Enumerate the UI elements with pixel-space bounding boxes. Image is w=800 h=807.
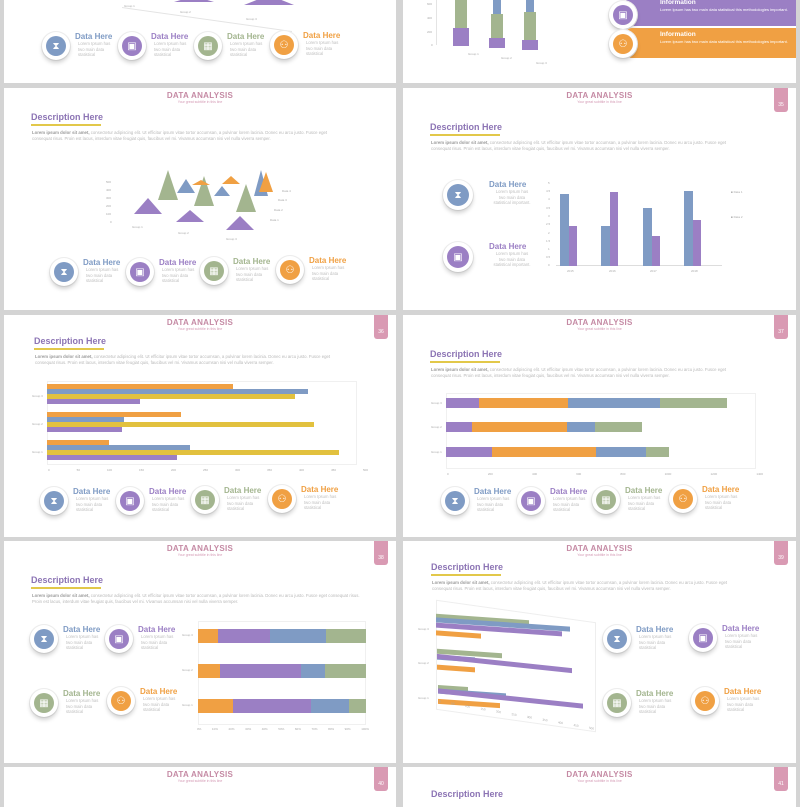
data-card-3: ▦ Data Here Lorem Ipsum has two main data … xyxy=(592,486,668,514)
org-chart-icon: ⚇ xyxy=(695,691,715,711)
data-card-4: ⚇ Data Here Lorem Ipsum has two main data … xyxy=(691,687,767,715)
clipboard-icon: ▣ xyxy=(109,629,129,649)
calendar-icon: ▦ xyxy=(195,490,215,510)
data-card-3: ▦ Data Here Lorem Ipsum has two main data … xyxy=(603,689,679,717)
page-number: 37 xyxy=(774,315,788,339)
hourglass-icon: ⧗ xyxy=(46,36,66,56)
data-card-4: ⚇ Data Here Lorem Ipsum has two main data … xyxy=(669,485,745,513)
page-number: 41 xyxy=(774,767,788,791)
page-number: 38 xyxy=(374,541,388,565)
org-chart-icon: ⚇ xyxy=(274,35,294,55)
clipboard-icon: ▣ xyxy=(130,262,150,282)
page-number: 39 xyxy=(774,541,788,565)
description-body: Lorem ipsum dolor sit amet, consectetur … xyxy=(432,580,728,591)
data-card-2: ▣ Data Here Lorem Ipsum has two main data … xyxy=(116,487,192,515)
hourglass-icon: ⧗ xyxy=(445,491,465,511)
org-chart-icon: ⚇ xyxy=(111,691,131,711)
data-card-1: ⧗ Data Here Lorem Ipsum has two main data … xyxy=(603,625,679,653)
data-card-2: ▣ Data Here Lorem Ipsum has two main data … xyxy=(118,32,194,60)
description-body: Lorem ipsum dolor sit amet, consectetur … xyxy=(32,130,328,141)
hourglass-icon: ⧗ xyxy=(34,629,54,649)
data-card-4: ⚇ Data Here Lorem Ipsum has two main data … xyxy=(270,31,346,59)
data-card-4: ⚇ Data Here Lorem Ipsum has two main data … xyxy=(268,485,344,513)
data-card-2: ▣ Data Here Lorem Ipsum has two main data … xyxy=(689,624,765,652)
slide-38[interactable]: DATA ANALYSIS Your great subtitle in thi… xyxy=(4,541,396,763)
clipboard-icon: ▣ xyxy=(447,246,469,268)
description-title: Description Here xyxy=(430,122,503,132)
data-card-1: ⧗ Data Here Lorem Ipsum has two main data … xyxy=(50,258,126,286)
legend-data-1: ■ Data 1 xyxy=(731,190,743,194)
org-chart-icon: ⚇ xyxy=(280,260,300,280)
slide-40[interactable]: DATA ANALYSIS Your great subtitle in thi… xyxy=(4,767,396,807)
info-banner-2: Information Lorem Ipsum has two main data… xyxy=(626,28,796,58)
calendar-icon: ▦ xyxy=(198,36,218,56)
data-card-2: ▣ Data Here Lorem Ipsum has two main data … xyxy=(105,625,181,653)
description-body: Lorem ipsum dolor sit amet, consectetur … xyxy=(431,367,727,378)
clipboard-icon: ▣ xyxy=(613,5,633,25)
data-card-4: ⚇ Data Here Lorem Ipsum has two main data … xyxy=(107,687,183,715)
data-card-1: ⧗ Data Here Lorem Ipsum has two main data … xyxy=(40,487,116,515)
calendar-icon: ▦ xyxy=(204,261,224,281)
clipboard-icon: ▣ xyxy=(120,491,140,511)
info-icon-2: ⚇ xyxy=(609,30,637,58)
hourglass-icon: ⧗ xyxy=(54,262,74,282)
slide-41[interactable]: DATA ANALYSIS Your great subtitle in thi… xyxy=(403,767,796,807)
description-title: Description Here xyxy=(31,112,104,122)
description-title: Description Here xyxy=(31,575,104,585)
hourglass-icon: ⧗ xyxy=(447,184,469,206)
slide-36[interactable]: DATA ANALYSIS Your great subtitle in thi… xyxy=(4,315,396,537)
slide-37[interactable]: DATA ANALYSIS Your great subtitle in thi… xyxy=(403,315,796,537)
hourglass-icon: ⧗ xyxy=(44,491,64,511)
data-card-2: ▣ Data Here Lorem Ipsum has two main data … xyxy=(443,242,532,272)
data-card-2: ▣ Data Here Lorem Ipsum has two main data … xyxy=(517,487,593,515)
data-card-3: ▦ Data Here Lorem Ipsum has two main data … xyxy=(194,32,270,60)
description-body: Lorem ipsum dolor sit amet, consectetur … xyxy=(35,354,331,365)
slide-39[interactable]: DATA ANALYSIS Your great subtitle in thi… xyxy=(403,541,796,763)
data-card-1: ⧗ Data Here Lorem Ipsum has two main data … xyxy=(42,32,118,60)
slide-33[interactable]: Group 1 Group 2 Group 3 ⧗ Data Here Lorem … xyxy=(4,0,396,83)
data-card-1: ⧗ Data Here Lorem Ipsum has two main data … xyxy=(443,180,532,210)
hourglass-icon: ⧗ xyxy=(607,629,627,649)
info-banner-1: Information Lorem Ipsum has two main data… xyxy=(626,0,796,26)
description-title: Description Here xyxy=(430,349,503,359)
data-card-1: ⧗ Data Here Lorem Ipsum has two main data … xyxy=(441,487,517,515)
info-icon-1: ▣ xyxy=(609,1,637,29)
slide-34[interactable]: 600 400 200 0 Group 1 Group 2 Group 3 In… xyxy=(403,0,796,83)
slide-pyramid-grid[interactable]: DATA ANALYSIS Your great subtitle in thi… xyxy=(4,88,396,310)
clipboard-icon: ▣ xyxy=(521,491,541,511)
data-card-4: ⚇ Data Here Lorem Ipsum has two main data … xyxy=(276,256,352,284)
slide-35[interactable]: DATA ANALYSIS Your great subtitle in thi… xyxy=(403,88,796,310)
calendar-icon: ▦ xyxy=(34,693,54,713)
page-number: 35 xyxy=(774,88,788,112)
clipboard-icon: ▣ xyxy=(693,628,713,648)
data-card-3: ▦ Data Here Lorem Ipsum has two main data … xyxy=(30,689,106,717)
legend-data-2: ■ Data 2 xyxy=(731,215,743,219)
description-body: Lorem ipsum dolor sit amet, consectetur … xyxy=(32,593,360,604)
description-title: Description Here xyxy=(431,562,504,572)
data-card-1: ⧗ Data Here Lorem Ipsum has two main data … xyxy=(30,625,106,653)
data-card-2: ▣ Data Here Lorem Ipsum has two main data … xyxy=(126,258,202,286)
calendar-icon: ▦ xyxy=(607,693,627,713)
page-number: 36 xyxy=(374,315,388,339)
data-card-3: ▦ Data Here Lorem Ipsum has two main data … xyxy=(200,257,276,285)
page-number: 40 xyxy=(374,767,388,791)
description-title: Description Here xyxy=(431,789,504,799)
org-chart-icon: ⚇ xyxy=(272,489,292,509)
data-card-3: ▦ Data Here Lorem Ipsum has two main data … xyxy=(191,486,267,514)
description-title: Description Here xyxy=(34,336,107,346)
org-chart-icon: ⚇ xyxy=(673,489,693,509)
description-body: Lorem ipsum dolor sit amet, consectetur … xyxy=(431,140,727,151)
org-chart-icon: ⚇ xyxy=(613,34,633,54)
clipboard-icon: ▣ xyxy=(122,36,142,56)
calendar-icon: ▦ xyxy=(596,490,616,510)
